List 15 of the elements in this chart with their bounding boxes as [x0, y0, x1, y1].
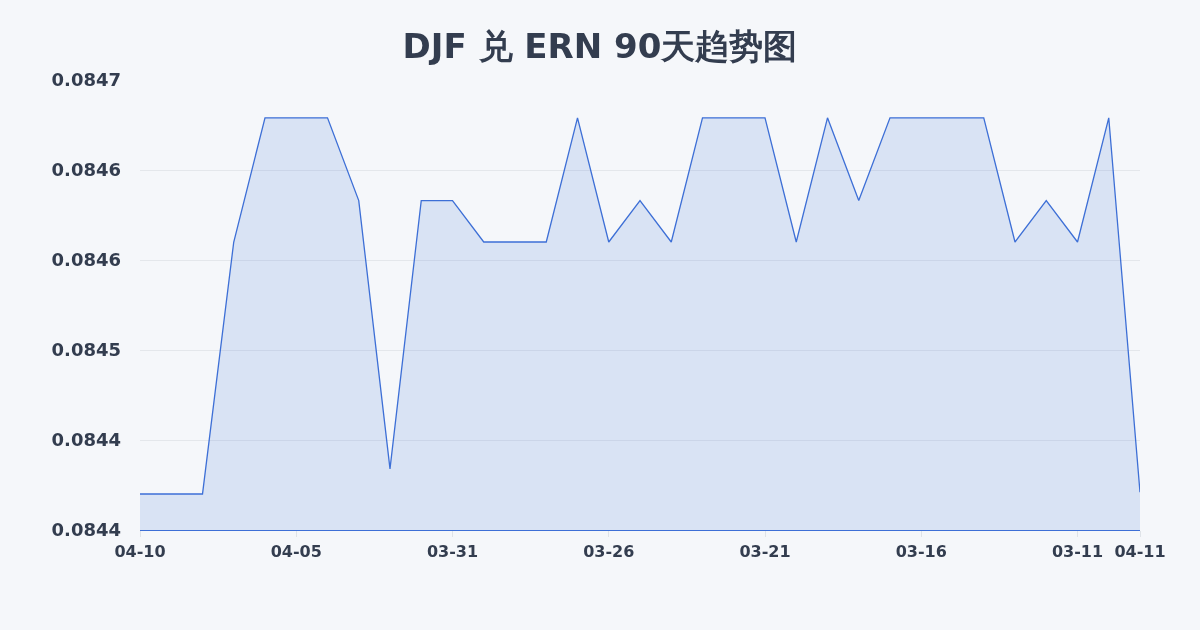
y-tick-label: 0.0846 — [51, 249, 121, 271]
x-tick-label: 04-05 — [270, 541, 322, 561]
y-tick-label: 0.0844 — [51, 519, 121, 541]
y-tick-label: 0.0846 — [51, 159, 121, 181]
x-tick-label: 03-31 — [426, 541, 479, 561]
x-tick-label: 03-11 — [1051, 541, 1104, 561]
y-tick-label: 0.0844 — [51, 429, 121, 451]
y-tick-label: 0.0847 — [51, 69, 121, 91]
chart-title: DJF 兑 ERN 90天趋势图 — [402, 25, 798, 66]
x-tick-label: 03-16 — [895, 541, 947, 561]
y-tick-label: 0.0845 — [51, 339, 121, 361]
x-tick-label: 03-21 — [739, 541, 791, 561]
x-tick-label: 03-26 — [583, 541, 635, 561]
x-tick-label: 04-10 — [114, 541, 166, 561]
x-tick-label: 04-11 — [1114, 541, 1166, 561]
